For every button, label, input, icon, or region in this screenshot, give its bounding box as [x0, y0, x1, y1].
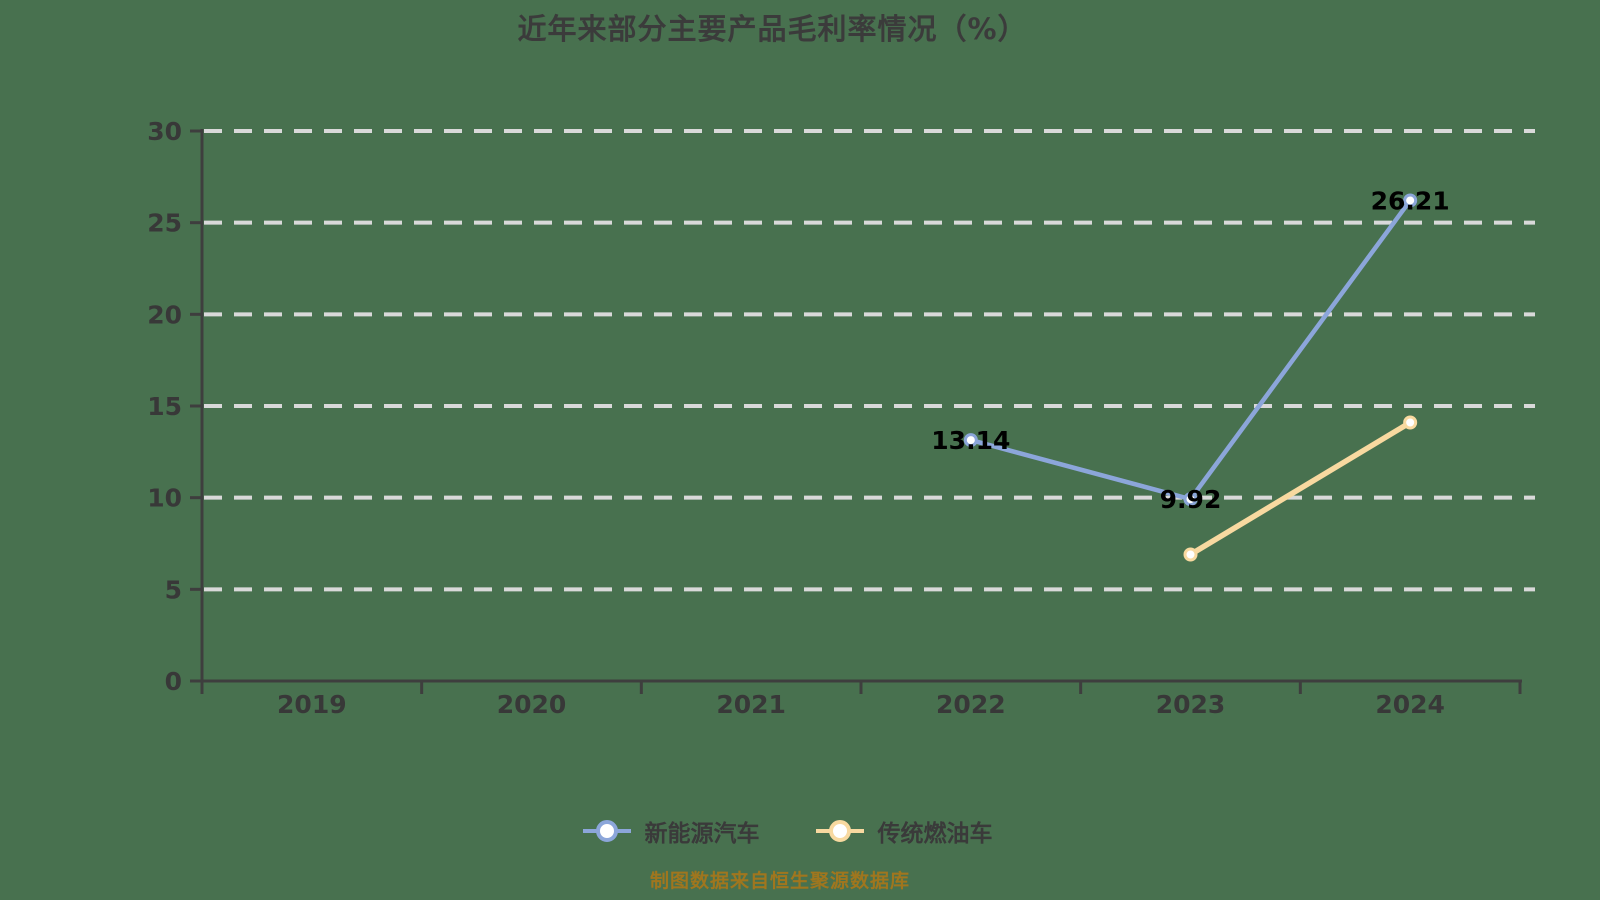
- x-axis-tick-label: 2023: [1156, 690, 1226, 719]
- legend-item-new-energy-vehicle: 新能源汽车: [582, 814, 760, 848]
- legend-label: 新能源汽车: [644, 821, 760, 847]
- data-point-marker: [963, 433, 978, 448]
- legend-item-traditional-fuel-vehicle: 传统燃油车: [815, 814, 993, 848]
- legend-circle-marker-icon: [595, 820, 618, 842]
- data-point-marker: [1183, 492, 1198, 507]
- y-axis-tick-label: 30: [147, 117, 182, 146]
- legend-circle-marker-icon: [828, 820, 851, 842]
- x-axis-tick-label: 2020: [497, 690, 567, 719]
- legend-line-marker-icon: [582, 820, 631, 842]
- data-point-label: 13.14: [931, 426, 1010, 455]
- y-axis-tick-label: 0: [165, 667, 182, 696]
- data-point-label: 26.21: [1371, 186, 1450, 215]
- data-point-marker: [1183, 547, 1198, 562]
- series-line-0: [968, 198, 1413, 502]
- chart-title: 近年来部分主要产品毛利率情况（%）: [517, 12, 1028, 46]
- y-axis-tick-label: 10: [147, 484, 182, 513]
- y-axis-tick-label: 20: [147, 300, 182, 329]
- data-source-note: 制图数据来自恒生聚源数据库: [649, 870, 910, 892]
- data-point-marker: [1403, 415, 1418, 430]
- x-axis-tick-label: 2022: [936, 690, 1006, 719]
- x-axis-tick-label: 2019: [277, 690, 347, 719]
- y-axis-tick-label: 15: [147, 392, 182, 421]
- x-axis-tick-label: 2021: [716, 690, 786, 719]
- legend-label: 传统燃油车: [877, 821, 993, 847]
- legend-line-marker-icon: [815, 820, 864, 842]
- data-point-label: 9.92: [1160, 485, 1222, 514]
- x-axis-tick-label: 2024: [1375, 690, 1445, 719]
- series-line-1: [1187, 419, 1413, 558]
- y-axis-tick-label: 5: [165, 575, 182, 604]
- data-point-marker: [1403, 193, 1418, 208]
- y-axis-tick-label: 25: [147, 209, 182, 238]
- legend: 新能源汽车 传统燃油车: [0, 814, 1575, 848]
